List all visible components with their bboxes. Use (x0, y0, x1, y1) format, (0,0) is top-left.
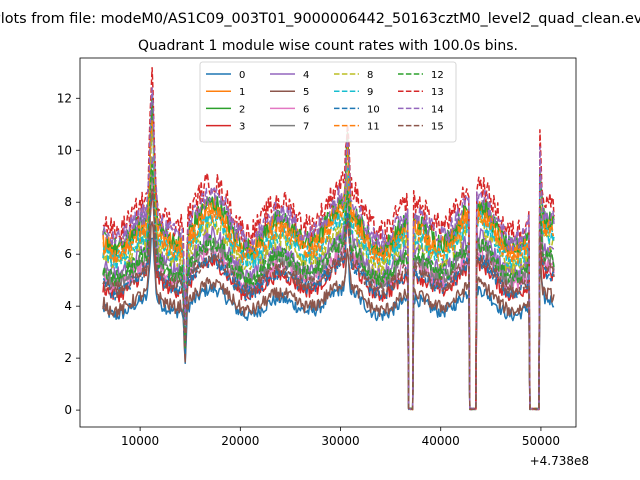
series-line-15 (102, 188, 555, 411)
chart-title: Quadrant 1 module wise count rates with … (138, 38, 518, 54)
x-axis: 10000 20000 30000 40000 50000 (121, 427, 560, 448)
legend-label-9: 9 (367, 87, 373, 98)
legend-label-7: 7 (303, 122, 309, 133)
x-tick-label: 10000 (121, 434, 159, 448)
series-line-7 (102, 173, 555, 411)
axes-frame (79, 57, 577, 428)
legend-label-1: 1 (239, 87, 245, 98)
x-tick-label: 20000 (221, 434, 259, 448)
legend-label-0: 0 (239, 70, 245, 81)
legend-label-4: 4 (303, 70, 309, 81)
figure-suptitle: Plots from file: modeM0/AS1C09_003T01_90… (0, 11, 640, 27)
y-tick-label: 4 (64, 299, 72, 313)
legend-label-14: 14 (431, 104, 444, 115)
y-tick-label: 12 (57, 91, 72, 105)
series-line-14 (102, 87, 555, 411)
series-line-13 (102, 66, 555, 411)
x-tick-label: 30000 (321, 434, 359, 448)
legend-label-5: 5 (303, 87, 309, 98)
legend-label-6: 6 (303, 104, 309, 115)
legend-label-10: 10 (367, 104, 380, 115)
y-axis: 0 2 4 6 8 10 12 (57, 91, 80, 417)
legend-label-8: 8 (367, 70, 373, 81)
legend-box (199, 61, 457, 143)
legend-label-2: 2 (239, 104, 245, 115)
series-lines (102, 66, 555, 411)
legend-label-12: 12 (431, 70, 444, 81)
series-line-5 (102, 221, 555, 411)
legend-label-15: 15 (431, 122, 444, 133)
y-tick-label: 8 (64, 195, 72, 209)
y-tick-label: 10 (57, 143, 72, 157)
series-line-10 (102, 193, 555, 411)
x-tick-label: 40000 (422, 434, 460, 448)
legend-label-11: 11 (367, 122, 380, 133)
y-tick-label: 0 (64, 403, 72, 417)
series-line-6 (102, 171, 555, 411)
series-line-12 (102, 163, 555, 411)
legend-label-13: 13 (431, 87, 444, 98)
y-tick-label: 2 (64, 351, 72, 365)
y-tick-label: 6 (64, 247, 72, 261)
legend-label-3: 3 (239, 122, 245, 133)
x-tick-label: 50000 (522, 434, 560, 448)
x-offset-label: +4.738e8 (530, 454, 589, 468)
series-line-11 (102, 120, 554, 411)
